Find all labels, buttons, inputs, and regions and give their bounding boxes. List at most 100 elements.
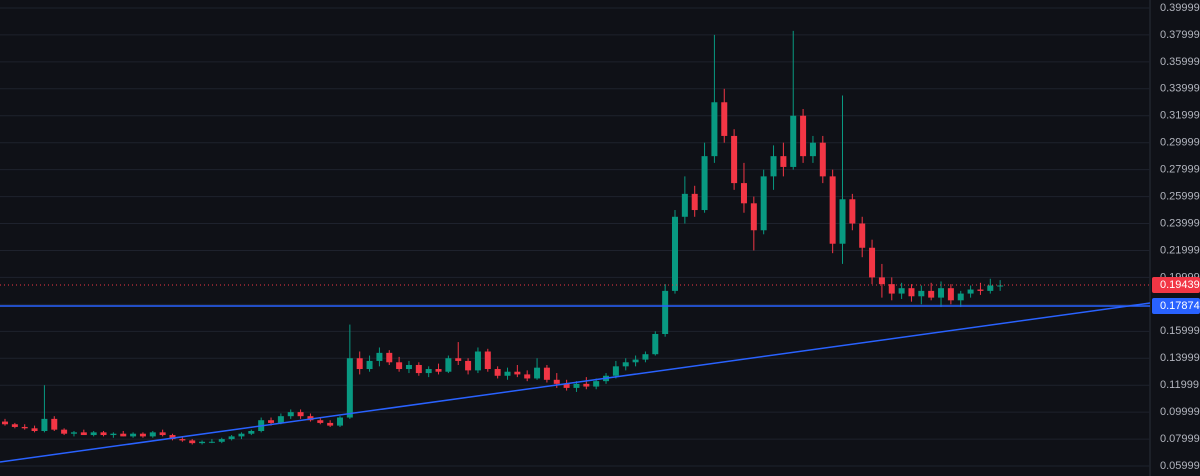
candle-body xyxy=(878,277,885,285)
y-tick-label: 0.23999 xyxy=(1160,217,1200,229)
level-label-box xyxy=(1152,298,1200,315)
candle-body xyxy=(386,352,393,363)
candle-body xyxy=(474,351,481,371)
trendline xyxy=(0,302,1151,463)
candle-body xyxy=(760,176,767,231)
candle-body xyxy=(859,223,866,248)
candle-body xyxy=(139,433,146,437)
candle-body xyxy=(583,383,590,387)
candle-body xyxy=(790,115,797,167)
candle-body xyxy=(396,362,403,370)
candle-body xyxy=(829,176,836,244)
y-tick-label: 0.21999 xyxy=(1160,244,1200,256)
candle-body xyxy=(534,367,541,379)
candle-body xyxy=(632,359,639,363)
candle-body xyxy=(199,441,206,444)
candle-body xyxy=(938,288,945,298)
candle-body xyxy=(346,358,353,418)
candle-body xyxy=(711,102,718,157)
candle-body xyxy=(80,432,87,436)
candle-body xyxy=(189,440,196,444)
candle-body xyxy=(593,381,600,387)
candle-body xyxy=(159,432,166,436)
y-tick-label: 0.13999 xyxy=(1160,352,1200,364)
level-label: 0.17874 xyxy=(1160,300,1200,312)
last-price-label-box xyxy=(1152,276,1200,293)
candle-body xyxy=(652,333,659,355)
candle-body xyxy=(21,426,28,429)
candle-body xyxy=(928,290,935,298)
candle-body xyxy=(100,432,107,436)
candle-body xyxy=(90,432,97,436)
candle-body xyxy=(740,183,747,204)
candle-body xyxy=(484,351,491,370)
candle-body xyxy=(662,290,669,334)
candle-body xyxy=(918,290,925,297)
candle-body xyxy=(957,293,964,301)
candle-body xyxy=(987,285,994,291)
candle-body xyxy=(524,374,531,379)
candle-body xyxy=(425,369,432,374)
candles xyxy=(2,30,1004,445)
candle-body xyxy=(51,418,58,430)
candle-body xyxy=(435,369,442,372)
candle-body xyxy=(337,417,343,426)
y-tick-label: 0.27999 xyxy=(1160,164,1200,176)
candle-body xyxy=(819,142,826,177)
last-price-label: 0.19439 xyxy=(1160,279,1200,291)
candle-body xyxy=(169,435,176,440)
candle-body xyxy=(287,412,294,417)
candle-body xyxy=(681,193,688,217)
candle-body xyxy=(327,422,334,426)
y-tick-label: 0.37999 xyxy=(1160,29,1200,41)
candle-body xyxy=(41,418,48,432)
candle-body xyxy=(179,439,186,441)
candle-body xyxy=(888,284,895,294)
candle-body xyxy=(701,156,708,211)
candle-body xyxy=(465,360,472,371)
candle-body xyxy=(839,199,846,244)
candle-body xyxy=(553,379,560,384)
y-tick-label: 0.15999 xyxy=(1160,325,1200,337)
candle-body xyxy=(248,431,255,434)
candle-body xyxy=(2,421,8,425)
y-tick-label: 0.05999 xyxy=(1160,460,1200,472)
candle-body xyxy=(504,371,511,376)
candle-body xyxy=(238,433,245,437)
y-tick-label: 0.31999 xyxy=(1160,110,1200,122)
candle-body xyxy=(11,424,18,427)
candle-body xyxy=(445,358,452,372)
candle-body xyxy=(307,416,314,421)
candle-body xyxy=(642,354,649,360)
candle-body xyxy=(120,433,127,437)
candle-body xyxy=(622,362,629,367)
candle-body xyxy=(908,288,915,297)
y-tick-label: 0.11999 xyxy=(1160,379,1199,391)
y-tick-label: 0.33999 xyxy=(1160,83,1200,95)
y-tick-label: 0.25999 xyxy=(1160,190,1200,202)
candle-body xyxy=(809,142,816,157)
candle-body xyxy=(208,441,215,443)
candle-body xyxy=(672,216,678,291)
candle-body xyxy=(218,439,225,442)
candle-body xyxy=(750,203,757,231)
candle-body xyxy=(514,371,521,375)
candle-body xyxy=(366,360,373,370)
candle-body xyxy=(780,156,787,167)
candle-body xyxy=(268,420,275,423)
candle-body xyxy=(997,285,1004,287)
y-tick-label: 0.29999 xyxy=(1160,137,1200,149)
candle-body xyxy=(977,289,984,291)
candle-body xyxy=(297,412,304,417)
candle-body xyxy=(415,364,422,374)
candle-body xyxy=(70,432,77,434)
candle-body xyxy=(61,429,68,434)
y-tick-label: 0.07999 xyxy=(1160,433,1200,445)
candle-body xyxy=(869,247,876,278)
candle-body xyxy=(277,416,284,423)
candle-body xyxy=(543,367,550,380)
candle-body xyxy=(731,135,738,184)
candle-body xyxy=(376,352,383,361)
